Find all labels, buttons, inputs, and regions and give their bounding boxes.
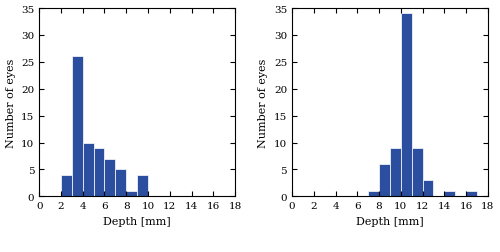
Bar xyxy=(104,159,116,197)
X-axis label: Depth [mm]: Depth [mm] xyxy=(356,216,424,226)
Bar xyxy=(72,57,83,197)
Y-axis label: Number of eyes: Number of eyes xyxy=(6,58,16,147)
Bar xyxy=(444,191,455,197)
Bar xyxy=(137,175,148,197)
Bar xyxy=(82,143,94,197)
Bar xyxy=(422,180,434,197)
Bar xyxy=(466,191,477,197)
Bar xyxy=(126,191,137,197)
Bar xyxy=(379,164,390,197)
Y-axis label: Number of eyes: Number of eyes xyxy=(258,58,268,147)
Bar xyxy=(116,170,126,197)
Bar xyxy=(412,148,422,197)
X-axis label: Depth [mm]: Depth [mm] xyxy=(104,216,171,226)
Bar xyxy=(368,191,379,197)
Bar xyxy=(401,14,411,197)
Bar xyxy=(94,148,104,197)
Bar xyxy=(390,148,401,197)
Bar xyxy=(61,175,72,197)
